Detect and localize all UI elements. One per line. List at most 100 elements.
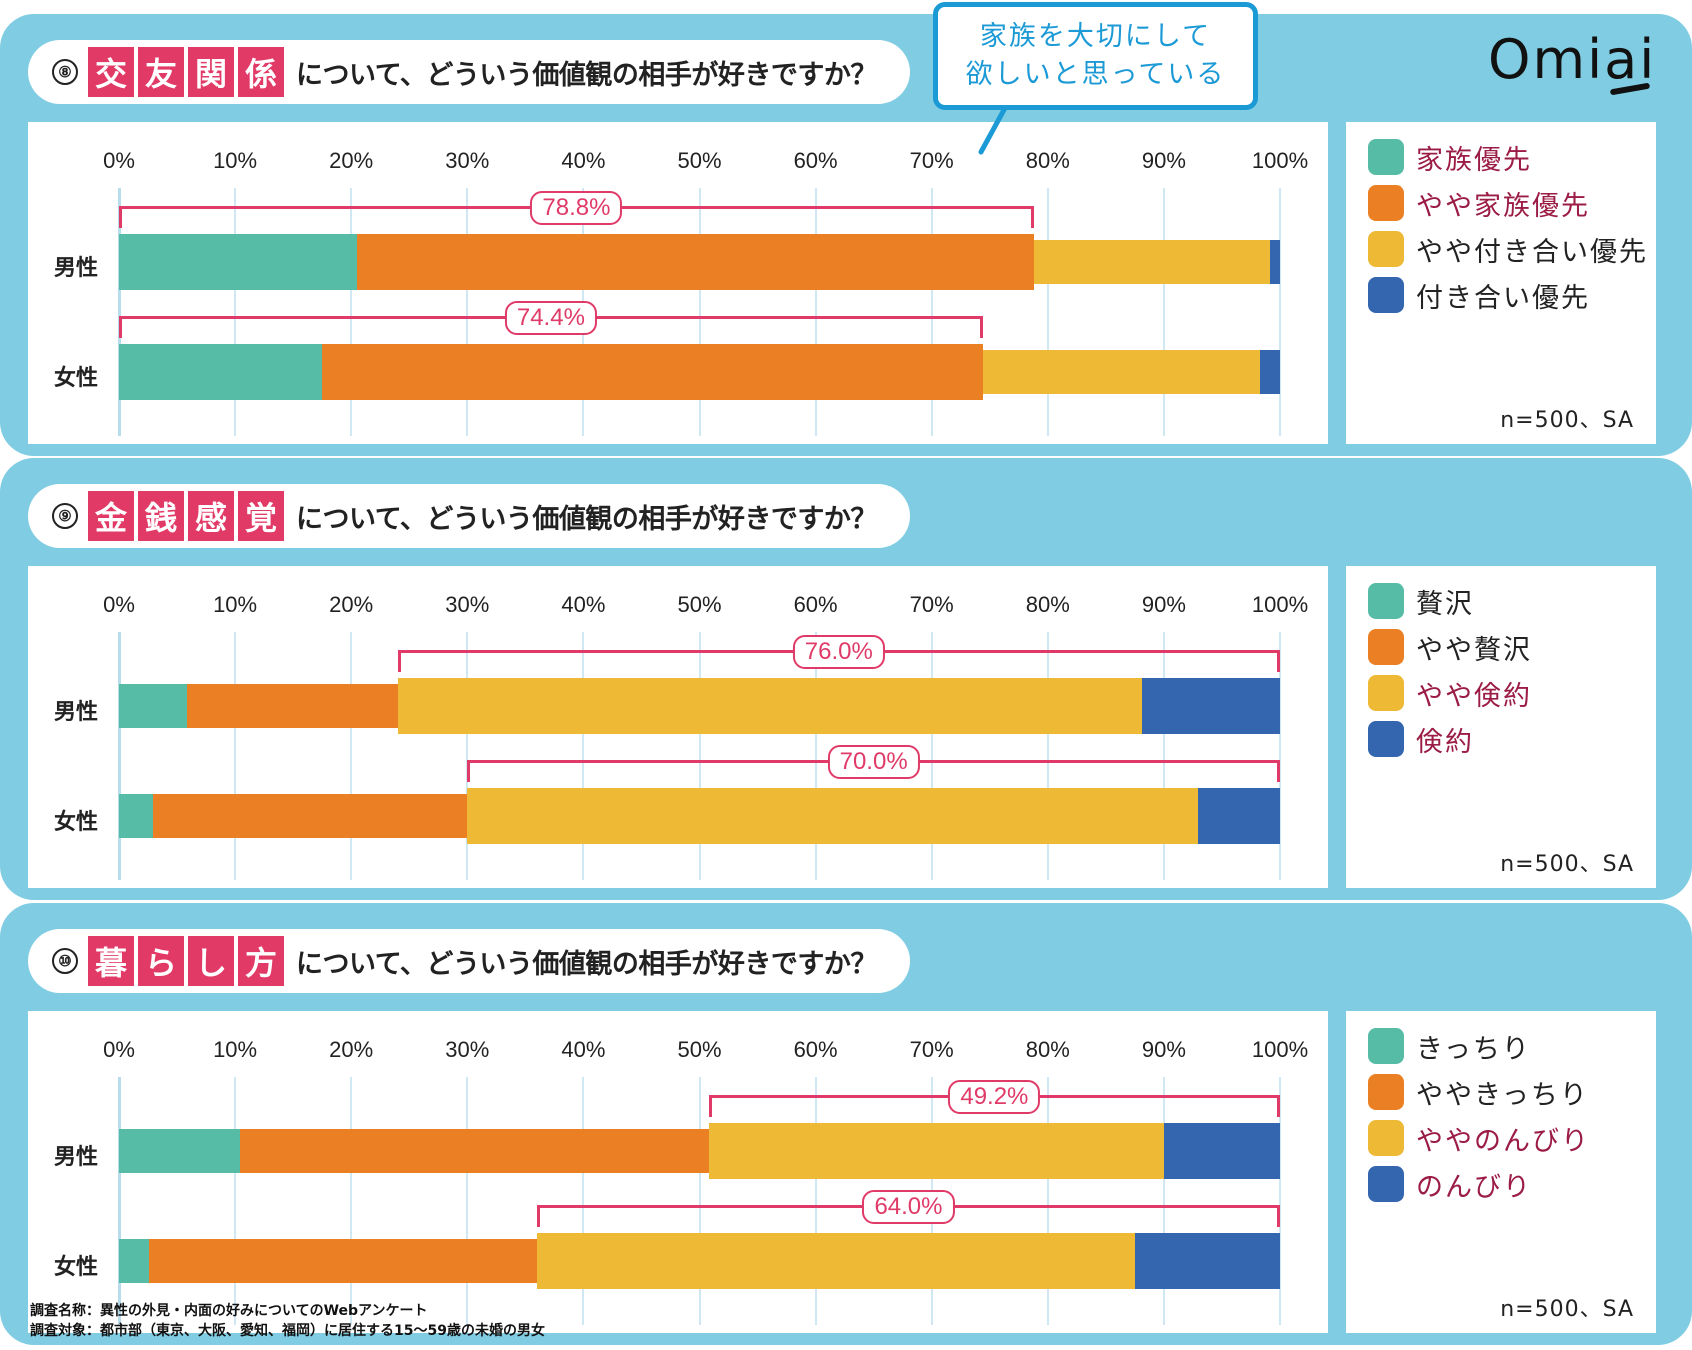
highlight-bracket: 49.2%: [708, 1080, 1280, 1117]
legend-swatch-icon: [1368, 583, 1404, 619]
gridline: [234, 632, 237, 880]
gridline: [350, 632, 353, 880]
axis-tick-label: 80%: [1025, 592, 1070, 617]
axis-tick-label: 10%: [213, 592, 258, 617]
bar-segment: [1033, 240, 1270, 284]
axis-tick-label: 70%: [909, 1037, 954, 1062]
legend-label: やや付き合い優先: [1416, 236, 1648, 268]
bar-segment: [322, 344, 983, 400]
gridline: [1279, 1077, 1281, 1325]
question-text: について、どういう価値観の相手が好きですか？: [296, 503, 877, 535]
keyword-boxes: 暮 ら し 方: [88, 936, 284, 986]
sample-size-note: n=500、SA: [1500, 852, 1634, 877]
gridline: [118, 1077, 121, 1325]
legend-swatch-icon: [1368, 721, 1404, 757]
row-label-male: 男性: [54, 700, 99, 725]
gridline: [930, 188, 933, 436]
bar-segment: [239, 1129, 709, 1173]
keyword-boxes: 交 友 関 係: [88, 47, 284, 97]
callout-bubble: 家族を大切にして 欲しいと思っている: [933, 2, 1258, 110]
gridline: [698, 1077, 701, 1325]
legend-list: 家族優先やや家族優先やや付き合い優先付き合い優先: [1368, 134, 1648, 318]
bar-segment: [357, 234, 1034, 290]
legend-swatch-icon: [1368, 277, 1404, 313]
axis-tick-label: 90%: [1141, 592, 1186, 617]
axis-tick-label: 60%: [793, 592, 838, 617]
bracket-percentage: 74.4%: [504, 301, 597, 335]
gridline: [1279, 188, 1281, 436]
chart-plot-area: 0% 10% 20% 30% 40% 50% 60% 70% 80% 90% 100% 男性 76.0%…: [28, 566, 1328, 888]
legend-label: やや贅沢: [1416, 634, 1532, 666]
legend-item: 贅沢: [1368, 578, 1532, 624]
axis-tick-label: 0%: [103, 1037, 135, 1062]
axis-tick-label: 60%: [793, 148, 838, 173]
bar-segment: [1141, 678, 1280, 734]
axis-tick-label: 20%: [329, 1037, 374, 1062]
gridline: [814, 632, 817, 880]
legend-label: 贅沢: [1416, 588, 1474, 620]
keyword-char: 交: [88, 47, 134, 97]
legend-label: やや倹約: [1416, 680, 1532, 712]
gridline: [814, 1077, 817, 1325]
legend-list: きっちり ややきっちり ややのんびり のんびり: [1368, 1023, 1590, 1207]
axis-tick-label: 100%: [1251, 1037, 1309, 1062]
bar-segment: [119, 1239, 150, 1283]
section-panel-9: ⑨ 金 銭 感 覚 について、どういう価値観の相手が好きですか？ 0% 10% 20…: [0, 458, 1692, 900]
bar-segment: [467, 788, 1198, 844]
legend-item: きっちり: [1368, 1023, 1590, 1069]
legend-swatch-icon: [1368, 1120, 1404, 1156]
bar-segment: [119, 1129, 240, 1173]
callout-line-2: 欲しいと思っている: [965, 59, 1226, 90]
bar-segment: [708, 1123, 1164, 1179]
gridline: [466, 632, 469, 880]
bar-segment: [1269, 240, 1280, 284]
axis-tick-label: 0%: [103, 592, 135, 617]
axis-tick-label: 80%: [1025, 1037, 1070, 1062]
keyword-char: 金: [88, 491, 134, 541]
highlight-bracket: 70.0%: [467, 745, 1280, 782]
callout-tail-icon: [978, 108, 1008, 155]
gridline: [234, 1077, 237, 1325]
bar-segment: [536, 1233, 1135, 1289]
chart-legend: きっちり ややきっちり ややのんびり のんびり n=500、SA: [1346, 1011, 1656, 1333]
legend-list: 贅沢やや贅沢やや倹約倹約: [1368, 578, 1532, 762]
bracket-percentage: 64.0%: [862, 1190, 955, 1224]
axis-tick-label: 40%: [561, 148, 606, 173]
axis-tick-label: 10%: [213, 1037, 258, 1062]
axis-tick-label: 90%: [1141, 1037, 1186, 1062]
axis-tick-label: 40%: [561, 1037, 606, 1062]
keyword-char: 覚: [238, 491, 284, 541]
legend-item: 付き合い優先: [1368, 272, 1648, 318]
axis-tick-label: 70%: [909, 148, 954, 173]
gridline: [350, 188, 353, 436]
highlight-bracket: 76.0%: [397, 635, 1280, 672]
axis-tick-label: 30%: [445, 592, 490, 617]
legend-item: 家族優先: [1368, 134, 1648, 180]
legend-label: ややのんびり: [1416, 1125, 1590, 1157]
gridline: [930, 632, 933, 880]
gridline: [466, 1077, 469, 1325]
legend-label: やや家族優先: [1416, 190, 1590, 222]
bar-segment: [149, 1239, 537, 1283]
bracket-percentage: 76.0%: [792, 635, 885, 669]
axis-tick-label: 80%: [1025, 148, 1070, 173]
gridline: [1162, 188, 1165, 436]
axis-tick-label: 100%: [1251, 148, 1309, 173]
bar-segment: [397, 678, 1142, 734]
gridline: [1046, 188, 1049, 436]
legend-label: のんびり: [1416, 1171, 1532, 1203]
keyword-char: 暮: [88, 936, 134, 986]
legend-swatch-icon: [1368, 139, 1404, 175]
chart-legend: 家族優先やや家族優先やや付き合い優先付き合い優先 n=500、SA: [1346, 122, 1656, 444]
section-title: ⑩ 暮 ら し 方 について、どういう価値観の相手が好きですか？: [28, 929, 910, 993]
legend-label: 倹約: [1416, 726, 1474, 758]
section-title: ⑧ 交 友 関 係 について、どういう価値観の相手が好きですか？: [28, 40, 910, 104]
highlight-bracket: 64.0%: [536, 1190, 1280, 1227]
keyword-char: 方: [238, 936, 284, 986]
sample-size-note: n=500、SA: [1500, 408, 1634, 433]
legend-swatch-icon: [1368, 1074, 1404, 1110]
gridline: [698, 188, 701, 436]
legend-swatch-icon: [1368, 675, 1404, 711]
axis-tick-label: 0%: [103, 148, 135, 173]
legend-item: やや家族優先: [1368, 180, 1648, 226]
